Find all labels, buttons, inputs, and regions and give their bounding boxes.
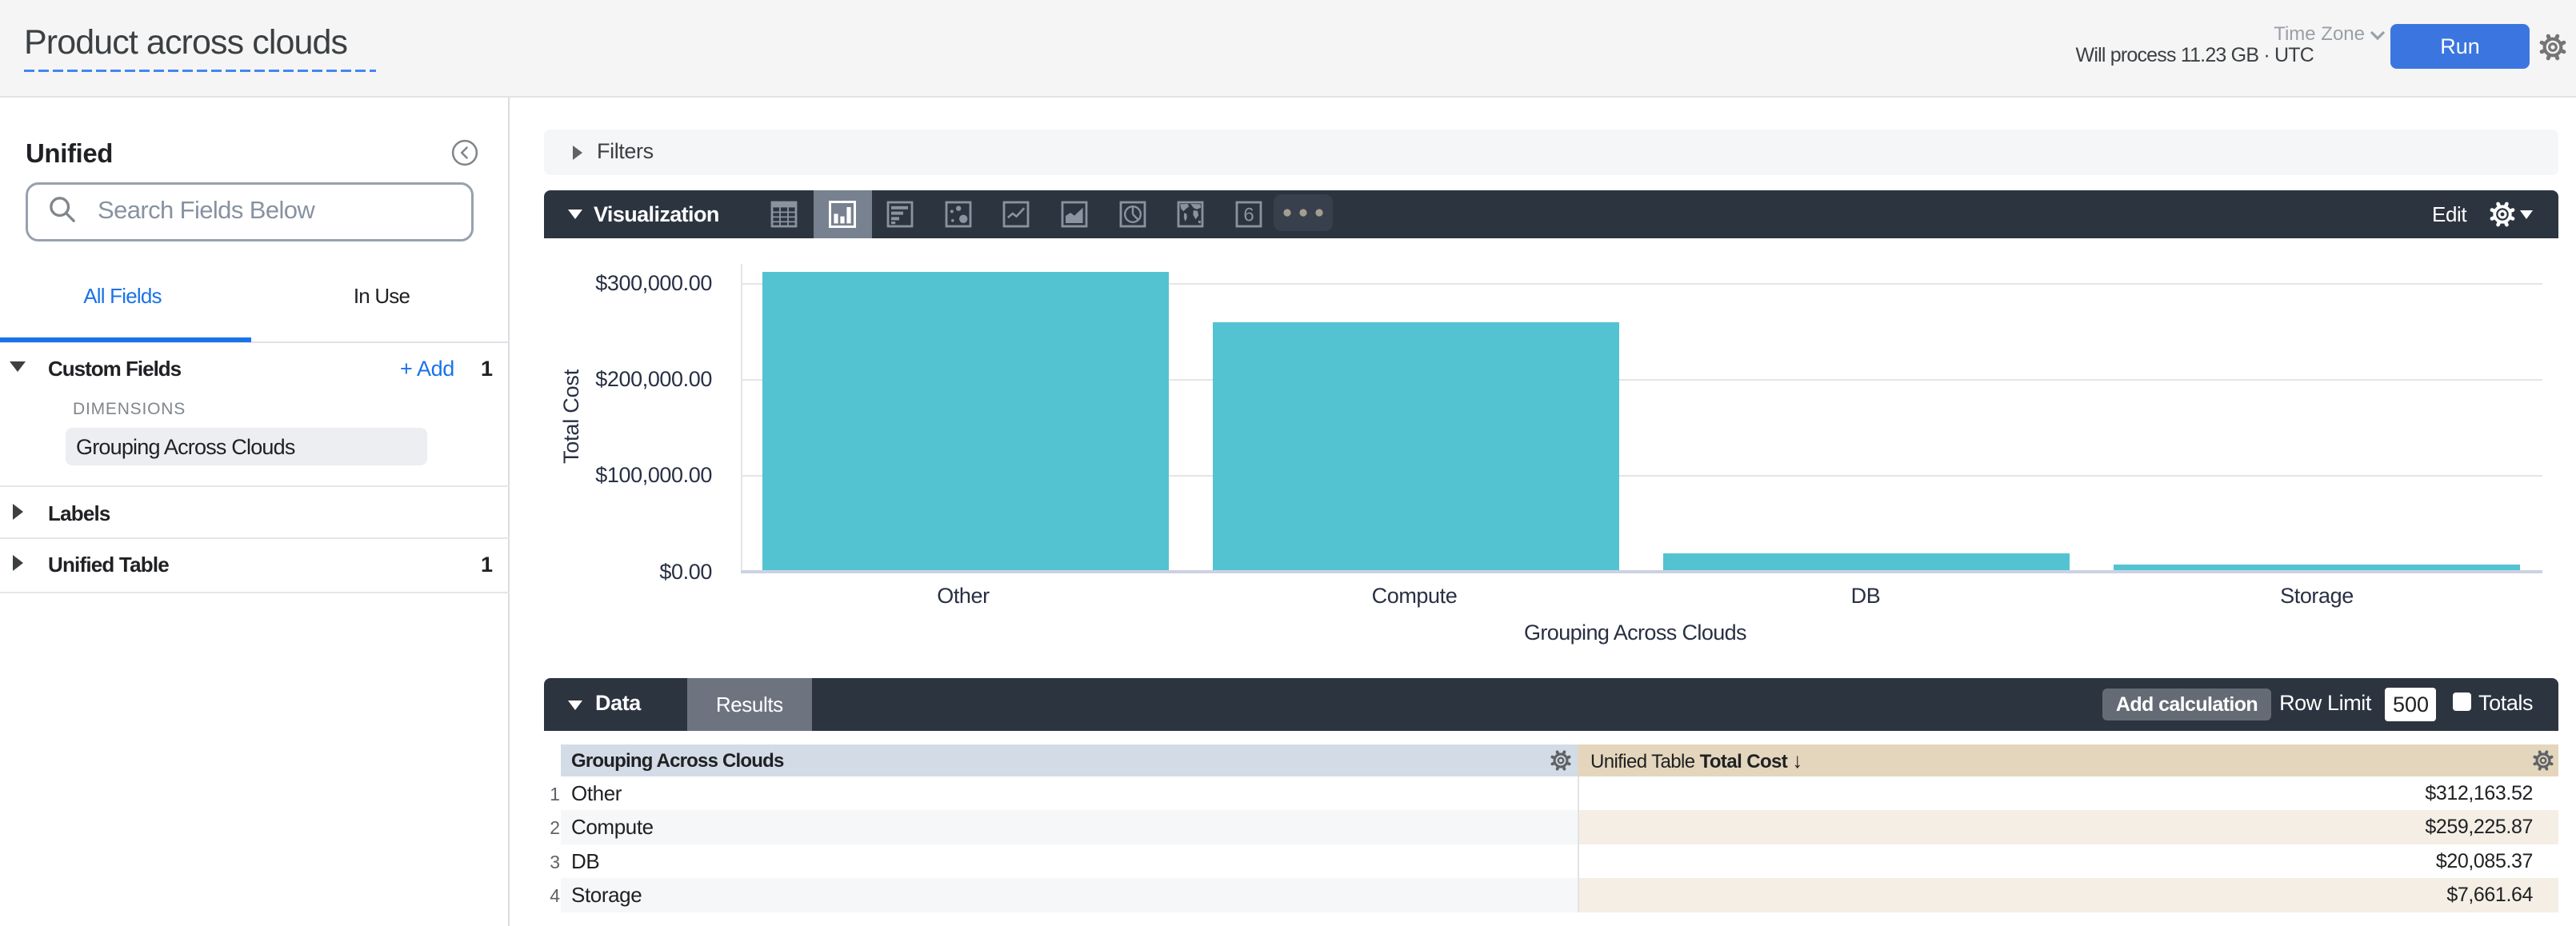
svg-text:6: 6 — [1243, 205, 1254, 226]
